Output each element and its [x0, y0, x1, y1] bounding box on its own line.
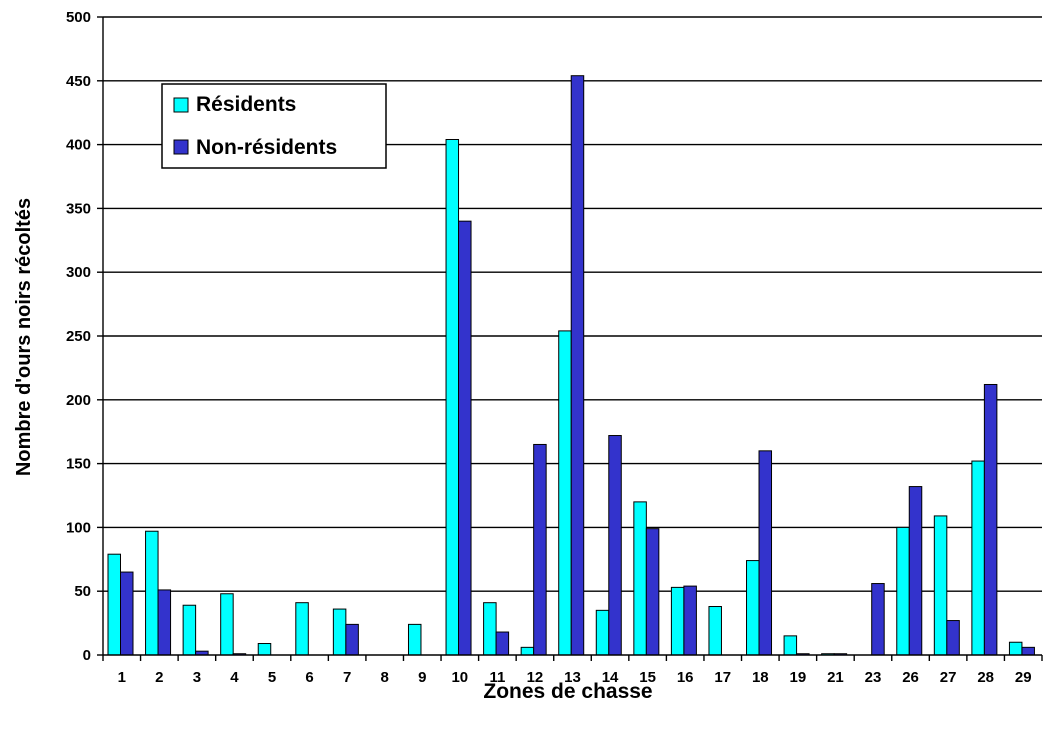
bars — [107, 75, 1035, 656]
y-tick-label: 150 — [66, 456, 91, 473]
y-tick-label: 100 — [66, 519, 91, 536]
bar-non-residents — [608, 435, 622, 656]
bar-residents — [708, 606, 722, 656]
y-tick-label: 450 — [66, 73, 91, 90]
y-tick-label: 50 — [74, 583, 91, 600]
x-tick-label: 26 — [902, 669, 919, 686]
x-tick-label: 21 — [827, 669, 844, 686]
x-tick-label: 16 — [677, 669, 694, 686]
y-tick-label: 400 — [66, 137, 91, 154]
bar-residents — [332, 608, 347, 656]
x-tick-label: 6 — [305, 669, 313, 686]
bar-residents — [595, 609, 610, 656]
bar-residents — [520, 646, 535, 656]
x-tick-label: 4 — [230, 669, 239, 686]
x-tick-label: 10 — [451, 669, 468, 686]
x-tick-label: 19 — [790, 669, 807, 686]
bar-residents — [107, 553, 121, 656]
bar-residents — [182, 604, 197, 656]
legend-swatch-non-residents — [173, 139, 189, 155]
bar-residents — [971, 460, 985, 656]
bar-non-residents — [458, 220, 472, 656]
bar-non-residents — [345, 623, 359, 656]
bar-residents — [746, 560, 760, 656]
y-tick-label: 300 — [66, 264, 91, 281]
x-tick-label: 27 — [940, 669, 957, 686]
x-tick-label: 2 — [155, 669, 163, 686]
bar-non-residents — [983, 383, 998, 656]
axes — [97, 16, 1043, 661]
x-tick-label: 28 — [977, 669, 994, 686]
bar-non-residents — [871, 583, 885, 656]
y-tick-label: 200 — [66, 392, 91, 409]
bar-residents — [896, 526, 910, 656]
y-tick-labels: 0 50 100 150 200 250 300 350 400 450 500 — [66, 9, 91, 664]
bar-non-residents — [570, 75, 585, 656]
bar-non-residents — [157, 589, 172, 656]
legend-swatch-residents — [173, 97, 189, 113]
bar-residents — [257, 643, 272, 656]
bar-residents — [1008, 641, 1023, 656]
bar-residents — [558, 330, 572, 656]
x-tick-label: 3 — [193, 669, 201, 686]
x-tick-label: 15 — [639, 669, 656, 686]
bar-non-residents — [533, 443, 547, 656]
x-tick-label: 17 — [714, 669, 731, 686]
x-tick-label: 12 — [527, 669, 544, 686]
bar-non-residents — [758, 450, 773, 656]
x-tick-label: 29 — [1015, 669, 1032, 686]
bar-residents — [295, 602, 309, 656]
bar-non-residents — [946, 620, 960, 656]
bar-residents — [445, 138, 460, 656]
bar-non-residents — [683, 585, 697, 656]
bar-residents — [407, 623, 422, 656]
legend: Résidents Non-résidents — [161, 83, 387, 169]
x-axis-title: Zones de chasse — [483, 680, 652, 703]
x-tick-label: 7 — [343, 669, 351, 686]
bar-residents — [933, 515, 948, 656]
bar-non-residents — [908, 486, 923, 656]
legend-box — [161, 83, 387, 169]
y-tick-label: 350 — [66, 200, 91, 217]
y-axis-title: Nombre d'ours noirs récoltés — [13, 198, 35, 476]
x-tick-label: 14 — [602, 669, 619, 686]
x-tick-label: 1 — [118, 669, 126, 686]
bar-non-residents — [645, 528, 660, 656]
bar-residents — [783, 635, 798, 656]
x-tick-label: 18 — [752, 669, 769, 686]
y-tick-label: 250 — [66, 328, 91, 345]
bar-non-residents — [1021, 646, 1035, 656]
bar-residents — [483, 602, 497, 656]
y-tick-label: 500 — [66, 9, 91, 26]
legend-label-non-residents: Non-résidents — [196, 136, 337, 159]
x-tick-label: 13 — [564, 669, 581, 686]
x-tick-label: 5 — [268, 669, 276, 686]
bar-non-residents — [120, 571, 134, 656]
legend-label-residents: Résidents — [196, 93, 296, 116]
x-tick-label: 8 — [381, 669, 389, 686]
bar-non-residents — [495, 631, 510, 656]
bar-residents — [670, 586, 685, 656]
x-tick-labels: 1 2 3 4 5 6 7 8 9 10 11 12 13 14 15 16 17 18 19 21 23 26 27 28 2… — [118, 669, 1032, 686]
bar-residents — [220, 593, 234, 656]
x-tick-label: 9 — [418, 669, 426, 686]
y-tick-label: 0 — [83, 647, 91, 664]
bar-residents — [633, 501, 647, 656]
x-tick-label: 11 — [489, 669, 505, 686]
bar-residents — [145, 530, 159, 656]
x-tick-label: 23 — [865, 669, 882, 686]
